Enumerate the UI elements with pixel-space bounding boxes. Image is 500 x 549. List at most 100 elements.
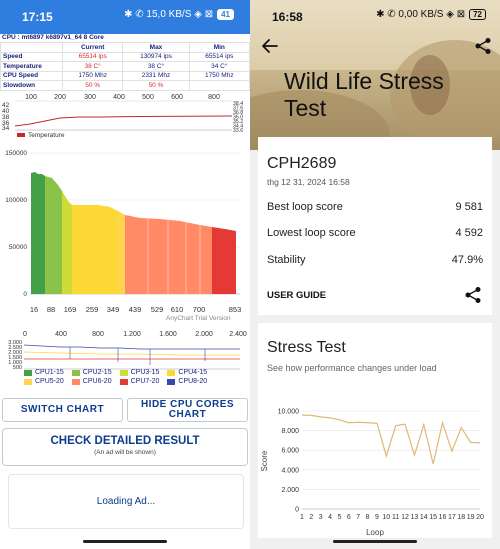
stats-max: 38 C° (122, 61, 190, 72)
stress-x-tick: 7 (356, 514, 360, 521)
legend-swatch (119, 378, 128, 385)
legend-swatch (71, 369, 80, 376)
stress-y-tick: 0 (295, 507, 299, 514)
freq-x-tick: 800 (92, 331, 104, 338)
core-area-cpu6 (125, 215, 212, 294)
stress-test-card: Stress Test See how performance changes … (258, 323, 492, 538)
share-icon[interactable] (474, 37, 492, 55)
stats-label: Slowdown (0, 80, 63, 91)
stats-current: 50 % (61, 80, 124, 91)
freq-y-tick: 2.000 (8, 350, 22, 356)
stress-x-tick: 11 (392, 514, 399, 521)
stress-x-tick: 17 (448, 514, 456, 521)
legend-label: CPU8-20 (178, 378, 208, 385)
cpu-legend: CPU1-15 CPU2-15 CPU3-15 CPU4-15 CPU5-20 … (24, 369, 244, 385)
stats-header-max: Max (122, 42, 190, 53)
temp-y2-tick: 36.0 (233, 115, 243, 121)
ad-placeholder: Loading Ad... (8, 474, 244, 529)
temp-y2-tick: 33.6 (233, 128, 243, 134)
status-icons: ✱ ✆ 15,0 KB/S ◈ ⊠ 41 (124, 9, 234, 20)
stress-x-tick: 18 (457, 514, 465, 521)
core-area-cpu1 (31, 172, 45, 294)
stats-label: Temperature (0, 61, 63, 72)
status-icon-group: ✱ ✆ 15,0 KB/S ◈ ⊠ (124, 9, 214, 20)
stress-x-tick: 19 (467, 514, 475, 521)
stress-x-tick: 4 (328, 514, 332, 521)
stats-label: Speed (0, 51, 63, 62)
temperature-line (14, 115, 233, 127)
share-icon[interactable] (464, 286, 482, 304)
gesture-bar[interactable] (83, 540, 167, 543)
cpu-throttling-app: 17:15 ✱ ✆ 15,0 KB/S ◈ ⊠ 41 CPU : mt6897 … (0, 0, 250, 543)
stats-row-slowdown: Slowdown 50 % 50 % (0, 80, 250, 91)
core-area-cpu3 (62, 191, 72, 294)
temp-y-tick: 42 (2, 102, 10, 109)
legend-label: CPU4-15 (178, 369, 208, 376)
result-label: Stability (267, 254, 306, 266)
temp-x-tick: 800 (208, 94, 220, 101)
temperature-chart: 100 200 300 400 500 600 700 800 42 40 38… (2, 94, 243, 139)
speed-x-tick: 169 (64, 305, 77, 314)
result-label: Lowest loop score (267, 227, 356, 239)
stress-test-subtitle: See how performance changes under load (267, 363, 437, 373)
stats-label: CPU Speed (0, 70, 63, 81)
speed-y-tick: 150000 (5, 150, 27, 157)
stats-max: 50 % (122, 80, 190, 91)
speed-x-tick: 529 (151, 305, 164, 314)
speed-y-tick: 0 (23, 291, 27, 298)
temp-y-tick: 34 (2, 125, 10, 132)
legend-label: CPU1-15 (35, 369, 64, 376)
speed-y-tick: 100000 (5, 197, 27, 204)
cpu-speed-chart: 150000 100000 50000 0 16 88 169 259 349 … (5, 150, 241, 322)
stress-x-tick: 16 (439, 514, 447, 521)
temp-y-tick: 38 (2, 114, 10, 121)
legend-item-cpu2: CPU2-15 (71, 369, 112, 376)
status-icon-group: ✱ ✆ 0,00 KB/S ◈ ⊠ (376, 9, 466, 20)
gesture-bar[interactable] (333, 540, 417, 543)
freq-line-big (23, 344, 240, 350)
legend-item-cpu5: CPU5-20 (24, 378, 64, 385)
legend-item-cpu7: CPU7-20 (119, 378, 159, 385)
legend-swatch (167, 369, 176, 376)
stress-x-tick: 13 (411, 514, 419, 521)
stress-test-title: Stress Test (267, 339, 346, 356)
stats-row-temperature: Temperature 38 C° 38 C° 34 C° (0, 61, 250, 72)
temp-x-tick: 300 (84, 94, 96, 101)
temp-x-tick: 100 (25, 94, 37, 101)
temperature-legend-swatch (17, 133, 25, 137)
core-area-cpu2 (45, 176, 62, 294)
speed-x-tick: 700 (193, 305, 206, 314)
legend-item-cpu1: CPU1-15 (24, 369, 64, 376)
stats-row-speed: Speed 65514 ips 130974 ips 65514 ips (0, 51, 250, 62)
check-detailed-result-button[interactable]: CHECK DETAILED RESULT (An ad will be sho… (2, 428, 248, 466)
core-area-cpu7 (212, 227, 236, 294)
stress-x-tick: 20 (476, 514, 484, 521)
stress-x-tick: 12 (401, 514, 409, 521)
stress-x-label: Loop (366, 528, 384, 537)
stress-x-tick: 1 (300, 514, 304, 521)
stats-header-empty (0, 42, 63, 53)
cpu-frequency-chart: 0 400 800 1.200 1.600 2.000 2.400 3.000 … (8, 331, 247, 371)
battery-icon: 72 (469, 9, 486, 20)
temp-x-tick: 200 (54, 94, 66, 101)
page-title: Wild Life Stress Test (284, 68, 444, 121)
3dmark-result-screen: 16:58 ✱ ✆ 0,00 KB/S ◈ ⊠ 72 Wild Life Str… (250, 0, 500, 549)
legend-swatch (71, 378, 80, 385)
switch-chart-button[interactable]: SWITCH CHART (2, 398, 123, 422)
temp-y-tick: 40 (2, 108, 10, 115)
battery-icon: 41 (217, 9, 234, 20)
status-time: 17:15 (22, 10, 53, 24)
user-guide-link[interactable]: USER GUIDE (267, 290, 327, 301)
core-area-cpu4 (72, 205, 118, 294)
legend-label: CPU5-20 (35, 378, 64, 385)
stress-x-tick: 14 (420, 514, 428, 521)
stress-y-tick: 6.000 (281, 448, 299, 455)
back-arrow-icon[interactable] (260, 36, 280, 56)
stats-row-cpu-speed: CPU Speed 1750 Mhz 2331 Mhz 1750 Mhz (0, 70, 250, 81)
freq-x-tick: 400 (55, 331, 67, 338)
legend-item-cpu4: CPU4-15 (167, 369, 207, 376)
loading-ad-text: Loading Ad... (96, 496, 156, 507)
stress-y-tick: 4.000 (281, 467, 299, 474)
stats-min: 34 C° (188, 61, 250, 72)
hide-cpu-cores-button[interactable]: HIDE CPU CORES CHART (127, 398, 248, 422)
